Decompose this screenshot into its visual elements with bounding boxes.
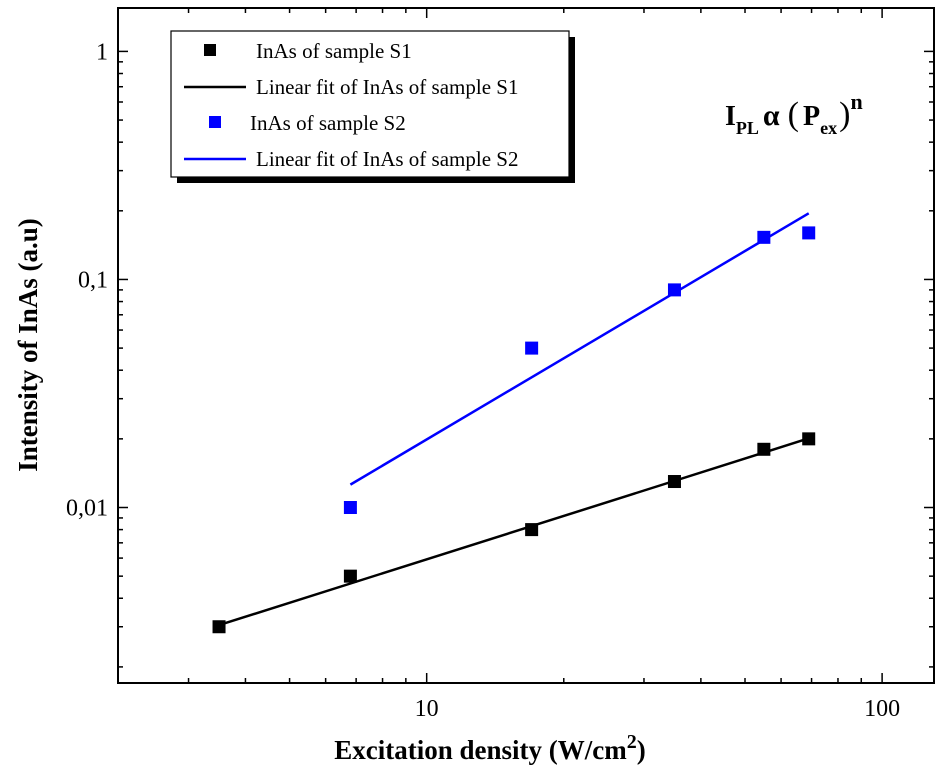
y-tick-label: 1 xyxy=(96,39,108,65)
fit-lines xyxy=(218,212,810,627)
data-point-series-0 xyxy=(212,620,226,634)
x-tick-label: 100 xyxy=(864,696,900,722)
formula-sub-ex: ex xyxy=(820,118,837,138)
data-point-series-0 xyxy=(802,432,816,446)
legend-marker-s2 xyxy=(209,116,221,128)
x-axis-title-superscript: 2 xyxy=(627,731,637,753)
data-point-series-2 xyxy=(667,283,681,297)
formula-p: P xyxy=(803,101,820,132)
x-axis-ticks: 10 100 xyxy=(187,8,900,722)
legend-box xyxy=(170,30,570,178)
legend-marker-s1 xyxy=(204,44,216,56)
legend-label-fit-s1: Linear fit of InAs of sample S1 xyxy=(256,75,518,99)
y-axis-ticks: 0,01 0,1 1 xyxy=(66,39,934,668)
x-axis-title: Excitation density (W/cm2) xyxy=(334,731,645,765)
y-tick-label: 0,01 xyxy=(66,496,108,522)
data-point-series-0 xyxy=(525,523,539,537)
x-tick-label: 10 xyxy=(415,696,439,722)
data-point-series-0 xyxy=(757,442,771,456)
formula-annotation: IPL α(Pex)n xyxy=(725,89,863,138)
x-axis-title-main: Excitation density (W/cm xyxy=(334,735,627,765)
data-markers xyxy=(212,226,816,634)
formula-alpha: α xyxy=(763,99,780,132)
formula-paren-open: ( xyxy=(788,96,799,133)
formula-paren-close: ) xyxy=(839,96,850,133)
formula-sup-n: n xyxy=(850,89,862,114)
fit-line-series-3 xyxy=(349,212,810,486)
legend-label-s1: InAs of sample S1 xyxy=(256,39,412,63)
formula-i: I xyxy=(725,101,736,132)
data-point-series-2 xyxy=(343,501,357,515)
legend-label-s2: InAs of sample S2 xyxy=(250,111,406,135)
data-point-series-2 xyxy=(802,226,816,240)
x-axis-title-suffix: ) xyxy=(637,735,646,765)
data-point-series-0 xyxy=(667,475,681,489)
y-tick-label: 0,1 xyxy=(78,267,108,293)
data-point-series-0 xyxy=(343,569,357,583)
y-axis-title: Intensity of InAs (a.u) xyxy=(13,218,43,472)
formula-sub-pl: PL xyxy=(736,118,759,138)
data-point-series-2 xyxy=(525,341,539,355)
plot-frame xyxy=(117,7,935,684)
data-point-series-2 xyxy=(757,230,771,244)
legend-label-fit-s2: Linear fit of InAs of sample S2 xyxy=(256,147,518,171)
legend: InAs of sample S1 Linear fit of InAs of … xyxy=(170,30,575,183)
fit-line-series-1 xyxy=(218,437,810,627)
